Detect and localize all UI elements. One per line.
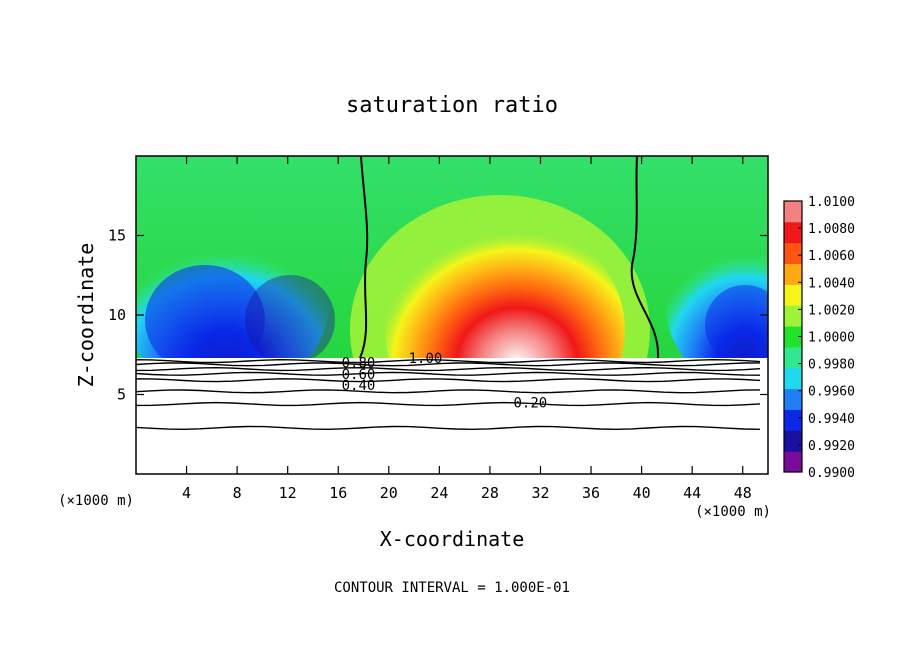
cloud-free-region <box>136 358 768 474</box>
contour-line-2 <box>136 389 761 394</box>
colorbar-swatch <box>784 346 802 369</box>
colorbar-label: 1.0060 <box>808 249 855 264</box>
x-tick-label: 28 <box>481 484 499 502</box>
contour-label: 0.40 <box>342 378 376 394</box>
colorbar-swatch <box>784 388 802 410</box>
colorbar-swatch <box>784 305 802 327</box>
contour-label: 0.60 <box>342 367 376 383</box>
y-tick-label: 15 <box>108 227 126 245</box>
colorbar-label: 0.9920 <box>808 439 855 454</box>
x-tick-label: 20 <box>380 484 398 502</box>
chart-title: saturation ratio <box>346 93 558 118</box>
contour-line-7 <box>136 358 761 364</box>
colorbar-label: 1.0100 <box>808 195 855 210</box>
contour-line-4 <box>136 371 761 376</box>
contour-line-3 <box>136 378 761 383</box>
horizontal-contours <box>136 358 761 431</box>
y-axis: 5 10 15 <box>108 227 768 404</box>
colorbar-label: 1.0040 <box>808 276 855 291</box>
x-tick-label: 40 <box>633 484 651 502</box>
x-unit-left: (×1000 m) <box>58 493 134 509</box>
x-tick-label: 16 <box>329 484 347 502</box>
x-unit-right: (×1000 m) <box>695 504 771 520</box>
contour-line-1 <box>136 401 761 407</box>
x-axis: 4 8 12 16 20 24 28 32 36 40 44 48 <box>182 156 752 502</box>
field-cold-left-b <box>145 265 265 375</box>
x-tick-label: 32 <box>531 484 549 502</box>
contour-label: 0.80 <box>342 356 376 372</box>
colorbar-label: 0.9960 <box>808 385 855 400</box>
contour-interval-note: CONTOUR INTERVAL = 1.000E-01 <box>334 580 570 596</box>
contour-line-sat-left <box>359 156 369 359</box>
field-cold-right-b <box>705 285 768 365</box>
plot-area: 0.20 0.400.600.80 1.00 <box>136 156 768 474</box>
colorbar-label: 0.9940 <box>808 412 855 427</box>
colorbar-swatch <box>784 201 802 223</box>
colorbar-swatch <box>784 284 802 306</box>
x-tick-label: 44 <box>683 484 701 502</box>
contour-line-0 <box>136 425 761 431</box>
x-tick-label: 8 <box>233 484 242 502</box>
colorbar-swatch <box>784 451 802 473</box>
colorbar-swatch <box>784 242 802 265</box>
contour-label: 1.00 <box>409 351 443 367</box>
field-cold-left-c <box>245 275 335 365</box>
x-tick-label: 24 <box>430 484 448 502</box>
contour-label: 0.20 <box>514 395 548 411</box>
colorbar-label: 0.9980 <box>808 358 855 373</box>
colorbar-label: 1.0000 <box>808 331 855 346</box>
colorbar-swatch <box>784 409 802 431</box>
x-tick-label: 36 <box>582 484 600 502</box>
colorbar-label: 0.9900 <box>808 466 855 481</box>
colorbar-swatch <box>784 326 802 348</box>
x-tick-label: 12 <box>279 484 297 502</box>
colorbar-swatch <box>784 263 802 285</box>
contour-line-6 <box>136 362 761 367</box>
x-axis-label: X-coordinate <box>380 527 525 551</box>
contour-line-sat-right <box>630 156 660 359</box>
colorbar: 1.0100 1.0080 1.0060 1.0040 1.0020 1.0000 0.99… <box>783 195 855 481</box>
colorbar-label: 1.0020 <box>808 303 855 318</box>
colorbar-swatch <box>784 430 802 452</box>
y-axis-label: Z-coordinate <box>74 243 98 388</box>
y-tick-label: 10 <box>108 306 126 324</box>
colorbar-label: 1.0080 <box>808 222 855 237</box>
x-tick-label: 48 <box>734 484 752 502</box>
x-tick-label: 4 <box>182 484 191 502</box>
colorbar-swatch <box>784 367 802 390</box>
contour-line-5 <box>136 366 761 372</box>
y-tick-label: 5 <box>117 386 126 404</box>
contour-labels: 0.20 0.400.600.80 1.00 <box>342 351 548 412</box>
colorbar-swatch <box>784 221 802 244</box>
